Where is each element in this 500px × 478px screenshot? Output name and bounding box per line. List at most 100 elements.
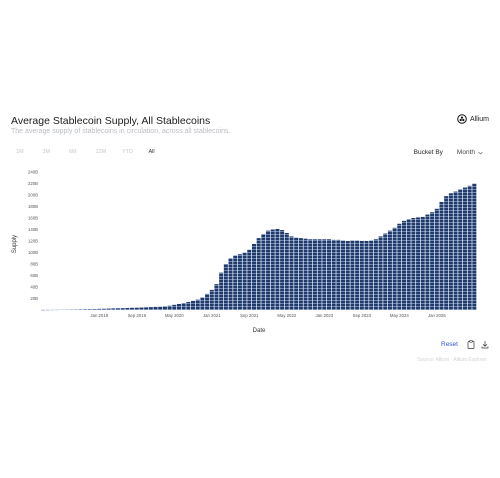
range-6m[interactable]: 6M bbox=[69, 149, 77, 155]
bar[interactable] bbox=[373, 239, 378, 310]
bar[interactable] bbox=[364, 241, 369, 310]
bar[interactable] bbox=[383, 233, 388, 310]
bar[interactable] bbox=[148, 307, 153, 311]
bar[interactable] bbox=[336, 239, 341, 310]
bar[interactable] bbox=[350, 240, 355, 310]
bar[interactable] bbox=[275, 228, 280, 310]
bar[interactable] bbox=[195, 299, 200, 310]
bar[interactable] bbox=[392, 227, 397, 310]
bar[interactable] bbox=[97, 308, 102, 310]
bar[interactable] bbox=[261, 234, 266, 310]
bar[interactable] bbox=[209, 289, 214, 311]
bar[interactable] bbox=[420, 216, 425, 310]
bar[interactable] bbox=[317, 239, 322, 310]
bar[interactable] bbox=[387, 230, 392, 310]
bar[interactable] bbox=[416, 217, 421, 310]
bar[interactable] bbox=[134, 307, 139, 310]
bar[interactable] bbox=[116, 308, 121, 310]
bar[interactable] bbox=[144, 307, 149, 310]
bar[interactable] bbox=[298, 238, 303, 311]
bar[interactable] bbox=[289, 236, 294, 310]
bar[interactable] bbox=[162, 306, 167, 310]
range-1m[interactable]: 1M bbox=[16, 149, 24, 155]
bar[interactable] bbox=[247, 249, 252, 311]
bar[interactable] bbox=[453, 191, 458, 310]
bar[interactable] bbox=[406, 219, 411, 310]
bar[interactable] bbox=[378, 236, 383, 310]
download-icon[interactable] bbox=[481, 340, 489, 349]
bar[interactable] bbox=[111, 308, 116, 310]
bar[interactable] bbox=[369, 240, 374, 310]
bar[interactable] bbox=[130, 307, 135, 310]
bar[interactable] bbox=[444, 196, 449, 310]
bar[interactable] bbox=[191, 300, 196, 310]
bar[interactable] bbox=[200, 297, 205, 310]
bar[interactable] bbox=[448, 193, 453, 310]
bar[interactable] bbox=[139, 307, 144, 310]
y-axis: 20B 40B 60B 80B 100B 120B 140B 160B 180B 200B 220B… bbox=[28, 170, 38, 302]
bar[interactable] bbox=[467, 185, 472, 310]
bar[interactable] bbox=[266, 230, 271, 310]
bar[interactable] bbox=[462, 187, 467, 310]
bucket-select[interactable]: Month bbox=[457, 149, 483, 156]
bar[interactable] bbox=[153, 306, 158, 310]
brand[interactable]: Allium bbox=[457, 114, 489, 124]
bar[interactable] bbox=[83, 309, 88, 310]
bar[interactable] bbox=[181, 303, 186, 310]
range-3m[interactable]: 3M bbox=[42, 149, 51, 155]
bar[interactable] bbox=[341, 240, 346, 310]
bar[interactable] bbox=[92, 308, 97, 310]
range-ytd[interactable]: YTD bbox=[122, 149, 133, 155]
bar[interactable] bbox=[458, 189, 463, 310]
bar[interactable] bbox=[401, 220, 407, 311]
bar[interactable] bbox=[125, 307, 130, 310]
bar[interactable] bbox=[430, 212, 435, 310]
bar[interactable] bbox=[294, 237, 299, 310]
bar[interactable] bbox=[158, 306, 163, 310]
bar[interactable] bbox=[223, 264, 228, 310]
bar[interactable] bbox=[120, 308, 125, 310]
bar[interactable] bbox=[331, 239, 336, 310]
bar[interactable] bbox=[411, 218, 416, 310]
y-tick-label: 200B bbox=[28, 193, 38, 198]
bar[interactable] bbox=[186, 301, 191, 310]
bar[interactable] bbox=[322, 239, 327, 310]
bar[interactable] bbox=[251, 243, 256, 311]
bar[interactable] bbox=[256, 238, 261, 311]
bar[interactable] bbox=[397, 223, 402, 310]
bar[interactable] bbox=[172, 304, 177, 310]
bar[interactable] bbox=[167, 305, 172, 310]
bar[interactable] bbox=[425, 214, 430, 310]
bar[interactable] bbox=[280, 230, 285, 310]
bar[interactable] bbox=[237, 254, 242, 310]
bar[interactable] bbox=[214, 284, 219, 311]
bar[interactable] bbox=[270, 229, 275, 311]
reset-button[interactable]: Reset bbox=[441, 341, 458, 348]
bar[interactable] bbox=[472, 183, 477, 311]
bar[interactable] bbox=[308, 239, 313, 310]
bar[interactable] bbox=[228, 258, 233, 310]
bar[interactable] bbox=[355, 240, 360, 310]
bar[interactable] bbox=[69, 309, 74, 310]
bar[interactable] bbox=[78, 309, 83, 310]
bar[interactable] bbox=[434, 208, 439, 310]
bar[interactable] bbox=[176, 303, 181, 310]
range-12m[interactable]: 12M bbox=[95, 149, 107, 155]
bar[interactable] bbox=[87, 309, 92, 310]
bar[interactable] bbox=[242, 252, 247, 311]
bar[interactable] bbox=[326, 239, 332, 310]
bar[interactable] bbox=[303, 238, 308, 310]
bar[interactable] bbox=[101, 308, 106, 310]
bar[interactable] bbox=[73, 309, 78, 310]
range-all[interactable]: All bbox=[148, 149, 155, 155]
bar[interactable] bbox=[439, 201, 444, 310]
bar[interactable] bbox=[359, 241, 364, 310]
bar[interactable] bbox=[312, 239, 317, 310]
bar[interactable] bbox=[284, 232, 289, 310]
bar[interactable] bbox=[233, 255, 238, 311]
clipboard-icon[interactable] bbox=[467, 340, 475, 349]
bar[interactable] bbox=[219, 272, 224, 311]
bar[interactable] bbox=[205, 293, 210, 310]
bar[interactable] bbox=[106, 308, 111, 310]
bar[interactable] bbox=[345, 241, 350, 310]
